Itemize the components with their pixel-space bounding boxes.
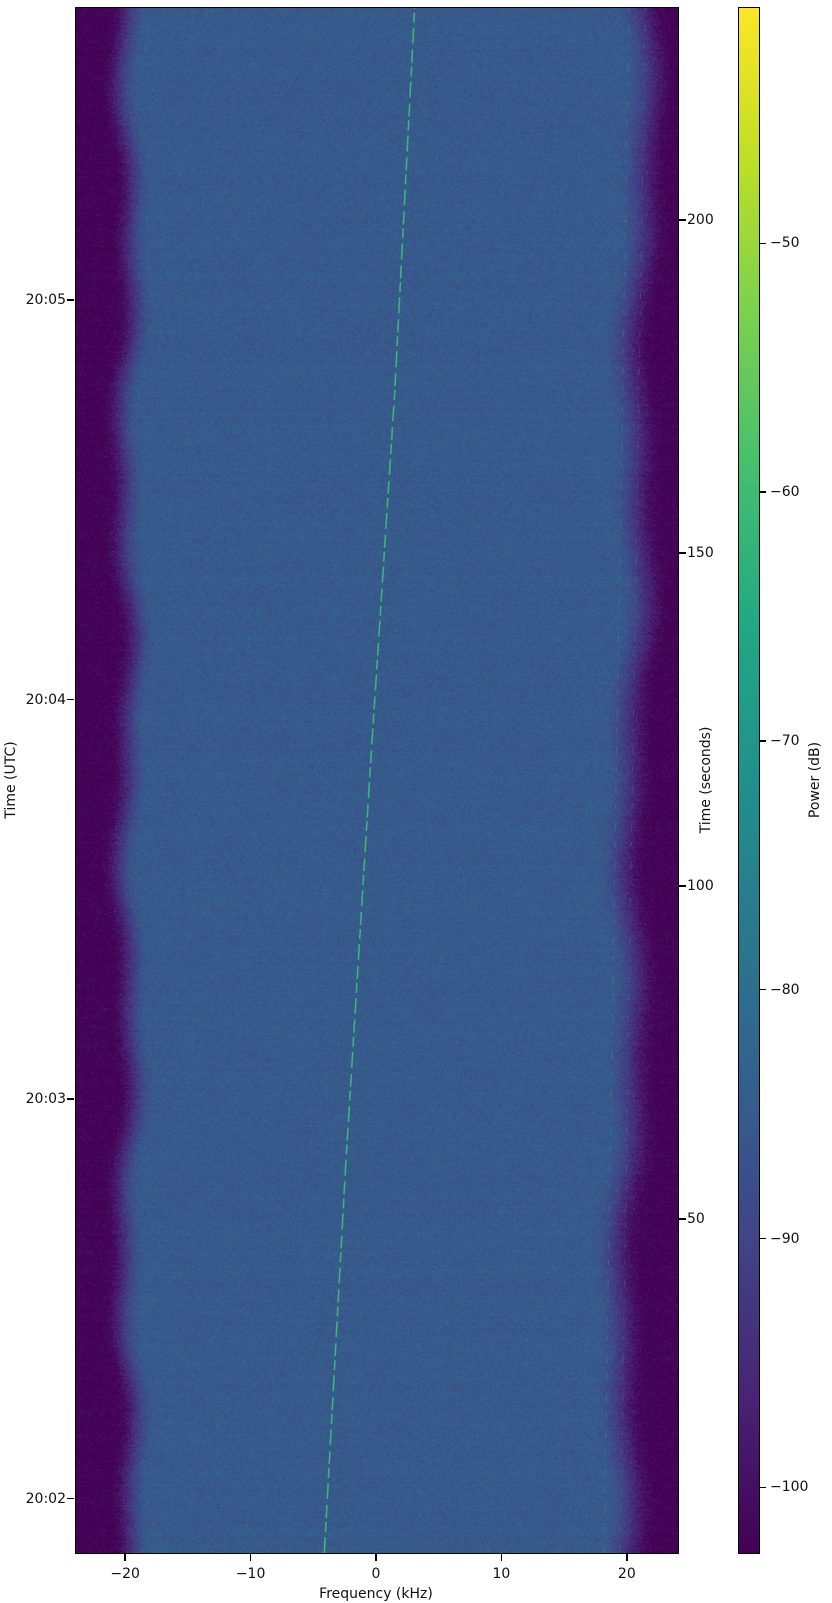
x-tick-mark [626,1554,628,1561]
seconds-tick-label: 200 [687,212,714,229]
utc-tick-label: 20:05 [25,292,66,309]
utc-tick-label: 20:03 [25,1091,66,1108]
seconds-tick-mark [679,885,686,887]
colorbar-tick-label: −100 [770,1479,809,1496]
x-tick-label: −20 [110,1566,140,1582]
colorbar-tick-mark [760,740,766,742]
x-tick-label: 10 [492,1566,511,1582]
x-tick-label: 20 [617,1566,636,1582]
colorbar [738,7,760,1554]
x-tick-mark [249,1554,252,1561]
seconds-tick-mark [679,219,686,221]
seconds-tick-label: 150 [687,545,714,562]
colorbar-tick-mark [760,1237,766,1240]
y-axis-label-utc: Time (UTC) [3,741,19,819]
colorbar-tick-label: −90 [770,1230,800,1247]
x-axis-label: Frequency (kHz) [319,1586,433,1602]
spectrogram-heatmap [76,8,678,1553]
seconds-tick-label: 100 [687,878,714,895]
colorbar-tick-mark [760,988,766,991]
colorbar-tick-mark [760,1486,766,1489]
x-tick-label: −10 [235,1566,266,1582]
colorbar-tick-mark [760,491,766,493]
seconds-tick-mark [679,552,686,554]
colorbar-tick-label: −80 [770,981,800,998]
seconds-tick-label: 50 [687,1211,705,1228]
colorbar-tick-mark [760,242,766,245]
x-tick-mark [375,1554,377,1561]
colorbar-tick-label: −50 [770,235,800,252]
y-axis-label-seconds: Time (seconds) [698,726,714,834]
colorbar-tick-label: −70 [770,732,800,749]
colorbar-label: Power (dB) [807,741,823,819]
colorbar-tick-label: −60 [770,484,800,501]
utc-tick-mark [67,698,74,701]
utc-tick-label: 20:04 [25,691,66,708]
x-tick-mark [124,1554,126,1561]
seconds-tick-mark [679,1218,686,1220]
utc-tick-mark [67,299,74,301]
x-tick-mark [500,1554,503,1561]
utc-tick-mark [67,1497,74,1500]
utc-tick-label: 20:02 [25,1490,66,1507]
plot-area [75,7,679,1554]
x-tick-label: 0 [371,1566,381,1582]
utc-tick-mark [67,1098,74,1100]
